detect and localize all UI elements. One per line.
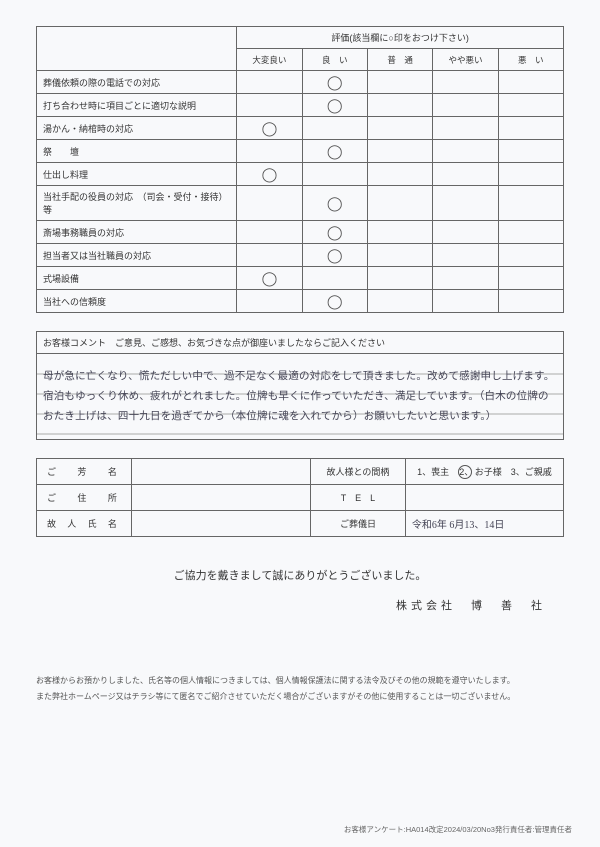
- rating-cell-5-0: [237, 186, 302, 221]
- rating-cell-2-1: [302, 117, 367, 140]
- rating-header: 評価(該当欄に○印をおつけ下さい): [237, 27, 564, 49]
- rating-cell-4-2: [367, 163, 432, 186]
- rating-cell-7-0: [237, 244, 302, 267]
- rating-cell-7-2: [367, 244, 432, 267]
- rating-cell-1-4: [498, 94, 563, 117]
- label-name: ご 芳 名: [37, 459, 132, 485]
- field-funeral-date: 令和6年 6月13、14日: [405, 511, 563, 537]
- label-funeral-date: ご葬儀日: [311, 511, 406, 537]
- rating-col-2: 普 通: [367, 49, 432, 71]
- rating-row-label-2: 湯かん・納棺時の対応: [37, 117, 237, 140]
- rating-cell-9-1: ◯: [302, 290, 367, 313]
- field-address: [131, 485, 310, 511]
- rating-cell-5-4: [498, 186, 563, 221]
- rating-col-3: やや悪い: [433, 49, 498, 71]
- rating-row-label-4: 仕出し料理: [37, 163, 237, 186]
- label-tel: T E L: [311, 485, 406, 511]
- rating-cell-9-0: [237, 290, 302, 313]
- footnote-1: お客様からお預かりしました、氏名等の個人情報につきましては、個人情報保護法に関す…: [36, 673, 564, 689]
- rating-cell-1-2: [367, 94, 432, 117]
- rating-cell-5-2: [367, 186, 432, 221]
- rating-cell-6-0: [237, 221, 302, 244]
- company-name: 株式会社 博 善 社: [36, 597, 564, 613]
- comment-body: 母が急に亡くなり、慌ただしい中で、過不足なく最適の対応をして頂きました。改めて感…: [37, 354, 564, 440]
- rating-cell-9-4: [498, 290, 563, 313]
- doc-id: お客様アンケート:HA014改定2024/03/20No3発行責任者:管理責任者: [344, 824, 572, 835]
- rating-row-label-1: 打ち合わせ時に項目ごとに適切な説明: [37, 94, 237, 117]
- rating-cell-1-0: [237, 94, 302, 117]
- rating-cell-4-4: [498, 163, 563, 186]
- field-deceased: [131, 511, 310, 537]
- rating-cell-6-1: ◯: [302, 221, 367, 244]
- rating-cell-4-1: [302, 163, 367, 186]
- rating-cell-8-3: [433, 267, 498, 290]
- rating-cell-0-1: ◯: [302, 71, 367, 94]
- rating-cell-2-3: [433, 117, 498, 140]
- rating-cell-6-4: [498, 221, 563, 244]
- rating-cell-4-0: ◯: [237, 163, 302, 186]
- label-deceased: 故 人 氏 名: [37, 511, 132, 537]
- field-tel: [405, 485, 563, 511]
- rating-cell-3-0: [237, 140, 302, 163]
- rating-cell-9-2: [367, 290, 432, 313]
- info-table: ご 芳 名 故人様との間柄 1、喪主 2、 お子様 3、ご親戚 ご 住 所 T …: [36, 458, 564, 537]
- rating-row-label-8: 式場設備: [37, 267, 237, 290]
- rating-cell-3-4: [498, 140, 563, 163]
- rating-cell-9-3: [433, 290, 498, 313]
- rating-cell-0-3: [433, 71, 498, 94]
- rating-row-label-5: 当社手配の役員の対応 （司会・受付・接待）等: [37, 186, 237, 221]
- rating-cell-5-1: ◯: [302, 186, 367, 221]
- comment-header: お客様コメント ご意見、ご感想、お気づきな点が御座いましたならご記入ください: [37, 332, 564, 354]
- rating-cell-7-4: [498, 244, 563, 267]
- field-name: [131, 459, 310, 485]
- rating-cell-1-1: ◯: [302, 94, 367, 117]
- rating-col-1: 良 い: [302, 49, 367, 71]
- rating-cell-0-2: [367, 71, 432, 94]
- rating-cell-6-3: [433, 221, 498, 244]
- rating-cell-0-4: [498, 71, 563, 94]
- comment-table: お客様コメント ご意見、ご感想、お気づきな点が御座いましたならご記入ください 母…: [36, 331, 564, 440]
- rating-cell-7-3: [433, 244, 498, 267]
- footnote-block: お客様からお預かりしました、氏名等の個人情報につきましては、個人情報保護法に関す…: [36, 673, 564, 705]
- rating-cell-1-3: [433, 94, 498, 117]
- rating-cell-5-3: [433, 186, 498, 221]
- label-relation: 故人様との間柄: [311, 459, 406, 485]
- rating-row-label-0: 葬儀依頼の際の電話での対応: [37, 71, 237, 94]
- rating-table: 評価(該当欄に○印をおつけ下さい) 大変良い良 い普 通やや悪い悪 い 葬儀依頼…: [36, 26, 564, 313]
- rating-cell-3-2: [367, 140, 432, 163]
- label-address: ご 住 所: [37, 485, 132, 511]
- rating-row-label-7: 担当者又は当社職員の対応: [37, 244, 237, 267]
- relation-options: 1、喪主 2、 お子様 3、ご親戚: [405, 459, 563, 485]
- rating-cell-2-2: [367, 117, 432, 140]
- rating-cell-6-2: [367, 221, 432, 244]
- rating-cell-2-0: ◯: [237, 117, 302, 140]
- footnote-2: また弊社ホームページ又はチラシ等にて匿名でご紹介させていただく場合がございますが…: [36, 689, 564, 705]
- rating-cell-8-0: ◯: [237, 267, 302, 290]
- rating-cell-3-3: [433, 140, 498, 163]
- rating-cell-8-1: [302, 267, 367, 290]
- rating-cell-4-3: [433, 163, 498, 186]
- closing-text: ご協力を戴きまして誠にありがとうございました。: [36, 567, 564, 583]
- rating-row-label-9: 当社への信頼度: [37, 290, 237, 313]
- rating-col-4: 悪 い: [498, 49, 563, 71]
- rating-cell-3-1: ◯: [302, 140, 367, 163]
- rating-col-0: 大変良い: [237, 49, 302, 71]
- rating-cell-8-4: [498, 267, 563, 290]
- rating-cell-2-4: [498, 117, 563, 140]
- rating-cell-8-2: [367, 267, 432, 290]
- rating-cell-0-0: [237, 71, 302, 94]
- rating-cell-7-1: ◯: [302, 244, 367, 267]
- rating-row-label-3: 祭 壇: [37, 140, 237, 163]
- rating-row-label-6: 斎場事務職員の対応: [37, 221, 237, 244]
